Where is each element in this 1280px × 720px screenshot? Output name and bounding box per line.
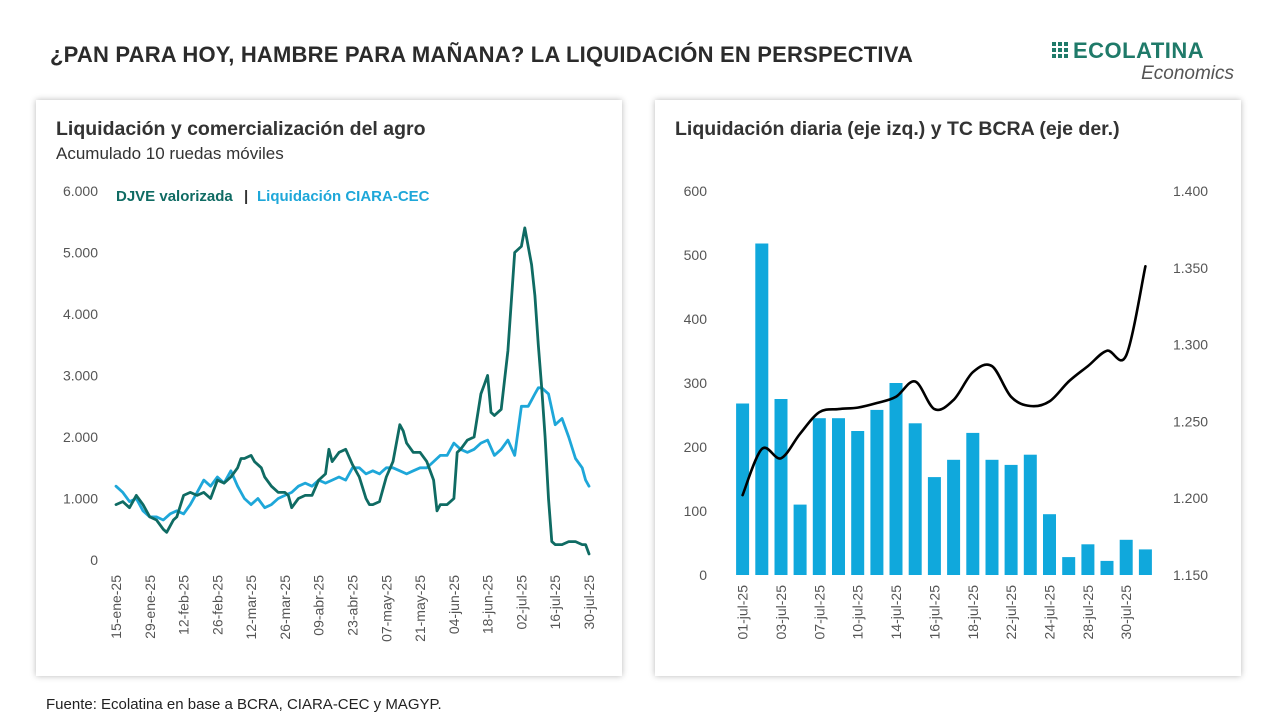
right-x-axis: 01-jul-25 03-jul-25 07-jul-25 10-jul-25 14-j… — [735, 585, 1135, 640]
liquidacion-bar — [985, 459, 999, 575]
right-x-tick-label: 07-jul-25 — [811, 585, 827, 640]
right-chart-title: Liquidación diaria (eje izq.) y TC BCRA … — [675, 118, 1120, 140]
right-y-axis-left: 0 100 200 300 400 500 600 — [684, 183, 708, 583]
liquidacion-bar — [947, 459, 961, 575]
liquidacion-bar — [1043, 514, 1056, 575]
left-x-tick-label: 12-mar-25 — [243, 575, 259, 640]
logo-name: ECOLATINA — [1073, 38, 1205, 63]
djve-line — [114, 226, 591, 556]
right-y2-tick-label: 1.350 — [1173, 260, 1208, 276]
left-chart-title: Liquidación y comercialización del agro — [56, 118, 426, 140]
liquidacion-bar — [755, 243, 769, 575]
left-x-tick-label: 04-jun-25 — [446, 575, 462, 634]
tc-bcra-line — [741, 265, 1147, 497]
liquidacion-bar — [1138, 549, 1152, 575]
right-x-tick-label: 03-jul-25 — [773, 585, 789, 640]
right-y-tick-label: 400 — [684, 311, 708, 327]
left-x-tick-label: 16-jul-25 — [547, 575, 563, 630]
right-x-tick-label: 24-jul-25 — [1042, 585, 1058, 640]
left-y-axis: 0 1.000 2.000 3.000 4.000 5.000 6.000 — [63, 183, 98, 568]
liquidacion-bar — [1100, 560, 1114, 575]
liquidacion-bar — [870, 409, 884, 575]
right-y-tick-label: 200 — [684, 439, 708, 455]
source-note: Fuente: Ecolatina en base a BCRA, CIARA-… — [46, 696, 442, 713]
logo-grid-icon — [1052, 42, 1068, 58]
right-x-tick-label: 18-jul-25 — [965, 585, 981, 640]
liquidacion-bar — [889, 383, 903, 575]
legend-ciara: Liquidación CIARA-CEC — [257, 188, 430, 205]
ciara-line — [114, 386, 591, 522]
right-y2-tick-label: 1.250 — [1173, 413, 1208, 429]
right-x-tick-label: 30-jul-25 — [1118, 585, 1134, 640]
left-chart-svg: DJVE valorizada | Liquidación CIARA-CEC … — [63, 183, 597, 642]
right-y-tick-label: 500 — [684, 247, 708, 263]
right-y-tick-label: 300 — [684, 375, 708, 391]
left-x-tick-label: 09-abr-25 — [311, 575, 327, 636]
liquidacion-bar — [832, 418, 845, 575]
left-y-tick-label: 0 — [90, 552, 98, 568]
liquidacion-bar — [908, 423, 922, 575]
right-x-tick-label: 01-jul-25 — [735, 585, 751, 640]
right-x-tick-label: 16-jul-25 — [926, 585, 942, 640]
left-y-tick-label: 5.000 — [63, 245, 98, 261]
right-x-tick-label: 28-jul-25 — [1080, 585, 1096, 640]
left-x-axis: 15-ene-25 29-ene-25 12-feb-25 26-feb-25 12-m… — [108, 575, 597, 642]
liquidacion-bar — [1004, 464, 1018, 575]
right-y2-tick-label: 1.400 — [1173, 183, 1208, 199]
left-x-tick-label: 23-abr-25 — [345, 575, 361, 636]
right-y-tick-label: 0 — [699, 567, 707, 583]
left-x-tick-label: 18-jun-25 — [480, 575, 496, 634]
left-x-tick-label: 02-jul-25 — [513, 575, 529, 630]
liquidacion-bar — [966, 432, 980, 575]
right-y2-tick-label: 1.200 — [1173, 490, 1208, 506]
right-y2-tick-label: 1.150 — [1173, 567, 1208, 583]
liquidacion-bar — [736, 403, 750, 575]
liquidacion-bar — [1119, 539, 1133, 575]
left-y-tick-label: 3.000 — [63, 368, 98, 384]
liquidacion-bar — [1023, 454, 1037, 575]
right-tc-line-group — [741, 265, 1147, 497]
left-y-tick-label: 2.000 — [63, 429, 98, 445]
left-y-tick-label: 1.000 — [63, 491, 98, 507]
left-plot-area — [114, 226, 591, 556]
liquidacion-bar — [793, 504, 807, 575]
left-x-tick-label: 07-may-25 — [378, 575, 394, 642]
ecolatina-logo: ECOLATINA Economics — [1052, 38, 1242, 90]
liquidacion-bar — [927, 477, 941, 575]
right-chart-panel: Liquidación diaria (eje izq.) y TC BCRA … — [655, 100, 1241, 676]
right-y-tick-label: 600 — [684, 183, 708, 199]
right-y-tick-label: 100 — [684, 503, 708, 519]
liquidacion-bar — [812, 418, 826, 575]
left-x-tick-label: 15-ene-25 — [108, 575, 124, 639]
right-x-tick-label: 22-jul-25 — [1003, 585, 1019, 640]
liquidacion-bar — [774, 399, 788, 575]
left-x-tick-label: 12-feb-25 — [176, 575, 192, 635]
logo-subtitle: Economics — [1141, 63, 1234, 84]
left-chart-panel: Liquidación y comercialización del agro … — [36, 100, 622, 676]
left-x-tick-label: 26-feb-25 — [209, 575, 225, 635]
right-chart-svg: 0 100 200 300 400 500 600 1.150 1.200 1.250 1.300… — [684, 183, 1209, 640]
legend-djve: DJVE valorizada — [116, 188, 233, 205]
left-x-tick-label: 21-may-25 — [412, 575, 428, 642]
left-chart-subtitle: Acumulado 10 ruedas móviles — [56, 144, 284, 163]
left-x-tick-label: 26-mar-25 — [277, 575, 293, 640]
right-bars-group — [736, 243, 1152, 575]
liquidacion-bar — [1081, 544, 1095, 575]
left-x-tick-label: 30-jul-25 — [581, 575, 597, 630]
page-title: ¿PAN PARA HOY, HAMBRE PARA MAÑANA? LA LI… — [50, 42, 914, 67]
liquidacion-bar — [1062, 557, 1076, 575]
legend-separator: | — [244, 188, 248, 205]
left-y-tick-label: 4.000 — [63, 306, 98, 322]
right-x-tick-label: 14-jul-25 — [888, 585, 904, 640]
left-y-tick-label: 6.000 — [63, 183, 98, 199]
right-y2-tick-label: 1.300 — [1173, 337, 1208, 353]
right-y-axis-right: 1.150 1.200 1.250 1.300 1.350 1.400 — [1173, 183, 1208, 583]
left-x-tick-label: 29-ene-25 — [142, 575, 158, 639]
right-x-tick-label: 10-jul-25 — [850, 585, 866, 640]
liquidacion-bar — [851, 431, 865, 575]
